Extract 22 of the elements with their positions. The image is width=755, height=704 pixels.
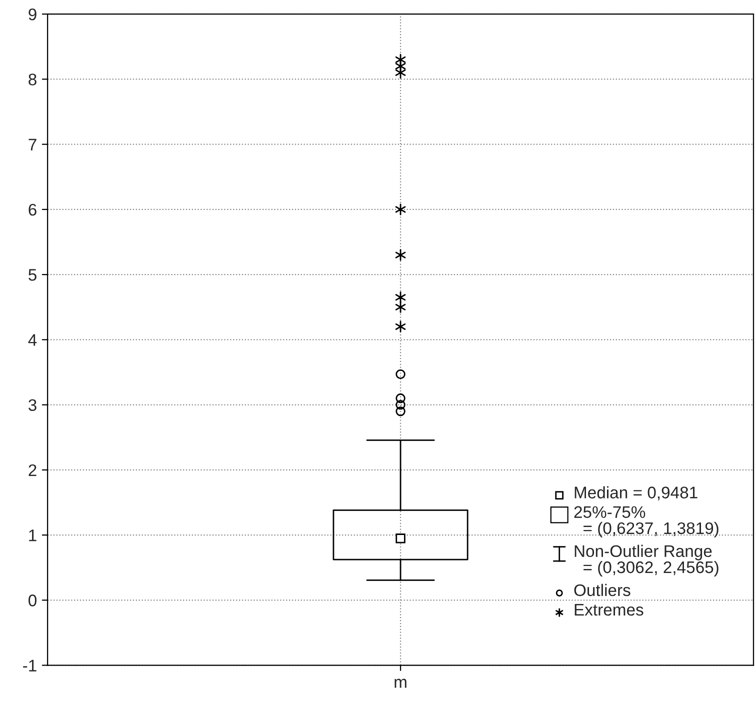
y-tick-label: 9 xyxy=(28,8,36,20)
point xyxy=(395,66,406,79)
y-tick-label: 7 xyxy=(28,138,36,150)
x-tick-label: m xyxy=(394,678,406,688)
y-tick-label: 3 xyxy=(28,399,36,412)
point xyxy=(395,204,406,216)
annotation: Median = 0,9481 xyxy=(574,486,698,500)
y-tick-label: 8 xyxy=(28,74,36,86)
y-tick-label: 0 xyxy=(28,594,36,606)
y-tick-label: -1 xyxy=(23,660,36,672)
y-tick-label: 5 xyxy=(28,269,36,281)
point xyxy=(395,320,406,332)
y-tick-label: 4 xyxy=(28,334,37,346)
annotation: 25%-75% = (0,6237, 1,3819) xyxy=(574,506,718,538)
annotation: Extremes xyxy=(574,604,644,616)
annotation: Non-Outlier Range = (0,3062, 2,4565) xyxy=(574,544,718,576)
point xyxy=(395,301,406,313)
y-tick-label: 1 xyxy=(29,530,36,542)
annotation: Outliers xyxy=(574,584,630,596)
y-tick-label: 2 xyxy=(28,464,36,476)
point xyxy=(395,249,406,261)
y-tick-label: 6 xyxy=(28,204,36,216)
